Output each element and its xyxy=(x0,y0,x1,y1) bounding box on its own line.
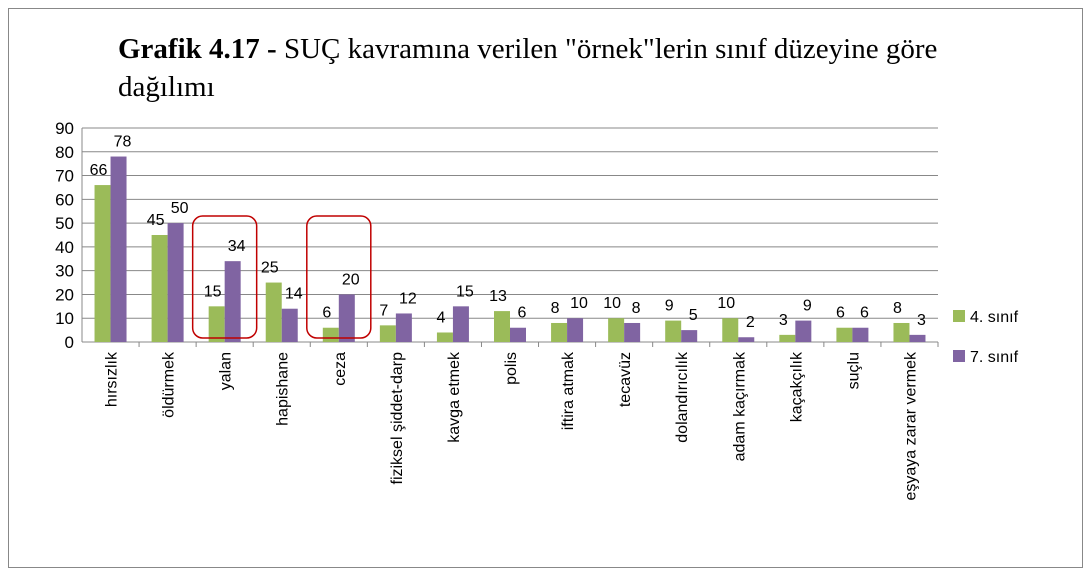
bar xyxy=(608,318,625,342)
bar xyxy=(322,327,339,342)
x-tick-label: eşyaya zarar vermek xyxy=(902,351,919,500)
data-label: 3 xyxy=(779,312,788,329)
bar xyxy=(452,306,469,342)
data-label: 6 xyxy=(860,305,869,322)
bar xyxy=(852,327,869,342)
bar xyxy=(795,320,812,342)
data-label: 4 xyxy=(436,309,445,326)
data-label: 20 xyxy=(342,271,360,288)
bar xyxy=(436,332,453,342)
bar xyxy=(395,313,412,342)
bar xyxy=(551,322,568,342)
data-label: 14 xyxy=(285,286,303,303)
data-label: 15 xyxy=(204,283,222,300)
data-label: 6 xyxy=(322,305,331,322)
bar xyxy=(779,334,796,342)
title-text: SUÇ kavramına verilen "örnek"lerin sınıf… xyxy=(118,33,938,103)
data-label: 34 xyxy=(228,238,246,255)
bar xyxy=(151,235,168,342)
highlight-box xyxy=(306,215,372,339)
bar xyxy=(893,322,910,342)
bar xyxy=(224,261,241,342)
highlight-box xyxy=(191,215,258,339)
legend-swatch xyxy=(953,350,965,362)
bar xyxy=(494,311,510,342)
data-label: 10 xyxy=(603,295,621,312)
data-label: 6 xyxy=(836,305,845,322)
x-tick-label: suçlu xyxy=(845,352,862,389)
bar xyxy=(379,325,396,342)
bar xyxy=(909,334,926,342)
legend-label: 7. sınıf xyxy=(970,349,1019,366)
data-label: 12 xyxy=(399,290,417,307)
x-tick-label: kavga etmek xyxy=(446,351,463,443)
bar xyxy=(208,306,225,342)
data-label: 2 xyxy=(746,314,755,331)
y-tick-label: 0 xyxy=(65,333,74,352)
y-tick-label: 90 xyxy=(55,119,74,138)
bar xyxy=(338,294,355,342)
y-tick-label: 40 xyxy=(55,238,74,257)
x-tick-label: kaçakçılık xyxy=(788,351,805,422)
bar xyxy=(836,327,853,342)
bar xyxy=(510,327,526,342)
data-label: 5 xyxy=(689,307,698,324)
data-label: 10 xyxy=(717,295,735,312)
data-label: 8 xyxy=(632,300,641,317)
y-tick-label: 50 xyxy=(55,214,74,233)
bar xyxy=(624,322,641,342)
x-tick-label: hapishane xyxy=(275,352,292,426)
data-label: 7 xyxy=(379,302,388,319)
y-tick-label: 20 xyxy=(55,285,74,304)
data-label: 8 xyxy=(893,300,902,317)
data-label: 78 xyxy=(114,134,132,151)
bar xyxy=(110,156,127,342)
bar xyxy=(94,185,111,342)
data-label: 9 xyxy=(803,298,812,315)
data-label: 50 xyxy=(171,200,189,217)
data-label: 66 xyxy=(90,162,108,179)
x-tick-label: iftira atmak xyxy=(560,351,577,430)
bar xyxy=(681,330,698,342)
chart-title: Grafik 4.17 - SUÇ kavramına verilen "örn… xyxy=(118,30,998,106)
y-tick-label: 70 xyxy=(55,167,74,186)
y-tick-label: 30 xyxy=(55,262,74,281)
legend-label: 4. sınıf xyxy=(970,309,1019,326)
x-tick-label: polis xyxy=(503,352,520,385)
data-label: 45 xyxy=(147,212,165,229)
y-tick-label: 80 xyxy=(55,143,74,162)
x-tick-label: öldürmek xyxy=(161,351,178,418)
legend-swatch xyxy=(953,310,965,322)
data-label: 15 xyxy=(456,283,474,300)
bar xyxy=(281,308,298,342)
bar xyxy=(738,337,755,342)
title-bold: Grafik 4.17 - xyxy=(118,33,277,65)
data-label: 9 xyxy=(665,298,674,315)
y-tick-label: 10 xyxy=(55,309,74,328)
data-label: 10 xyxy=(570,295,588,312)
bar xyxy=(722,318,739,342)
data-label: 6 xyxy=(518,305,527,322)
x-tick-label: hırsızlık xyxy=(104,351,121,407)
chart-border xyxy=(8,8,1083,568)
bar xyxy=(665,320,682,342)
x-tick-label: ceza xyxy=(332,352,349,386)
x-tick-label: adam kaçırmak xyxy=(731,351,748,461)
x-tick-label: fiziksel şiddet-darp xyxy=(389,352,406,485)
bar xyxy=(167,223,184,342)
x-tick-label: dolandırıcılık xyxy=(674,351,691,443)
data-label: 13 xyxy=(489,288,507,305)
x-tick-label: tecavüz xyxy=(617,352,634,407)
x-tick-label: yalan xyxy=(218,352,235,390)
data-label: 8 xyxy=(551,300,560,317)
bar xyxy=(567,318,584,342)
y-tick-label: 60 xyxy=(55,190,74,209)
data-label: 3 xyxy=(917,312,926,329)
bar xyxy=(265,282,282,342)
data-label: 25 xyxy=(261,260,279,277)
